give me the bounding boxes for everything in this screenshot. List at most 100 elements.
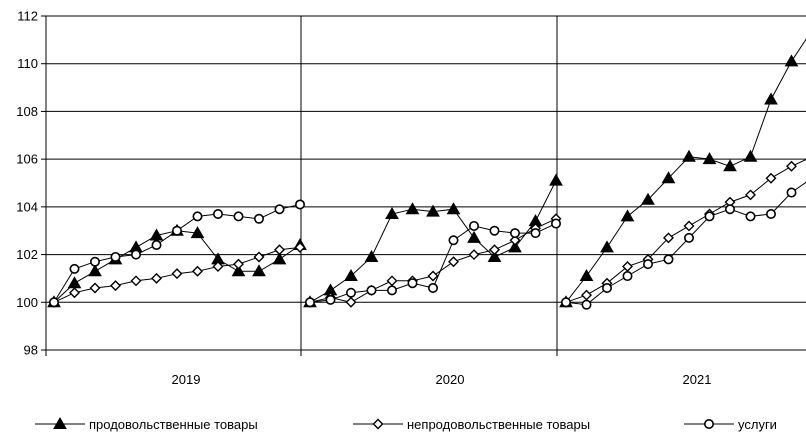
data-point-triangle [682,149,696,162]
data-point-circle [530,228,541,239]
data-point-circle [468,220,479,231]
data-point-circle [622,271,633,282]
markers-circle [48,187,797,310]
data-point-circle [172,225,183,236]
series-triangle [53,38,806,303]
data-point-circle [254,213,265,224]
data-point-diamond [192,265,203,277]
data-point-diamond [448,256,459,268]
data-point-circle [642,259,653,270]
data-point-diamond [110,280,121,292]
data-point-diamond [233,258,244,270]
data-point-triangle [508,240,522,253]
series [47,38,806,310]
data-point-circle [704,211,715,222]
data-point-circle [683,232,694,243]
data-point-triangle [764,92,778,105]
data-point-circle [110,251,121,262]
y-tick-label: 102 [16,247,38,262]
data-point-circle [274,204,285,215]
data-point-diamond [489,244,500,256]
data-point-circle [213,209,224,220]
series-line [565,38,806,303]
data-point-diamond [663,232,674,244]
data-point-diamond [345,296,357,308]
data-point-triangle [426,204,440,217]
data-point-triangle [620,209,635,222]
y-tick-label: 112 [17,9,38,24]
legend-marker-circle [703,419,714,429]
data-point-diamond [253,251,265,263]
data-point-triangle [743,149,758,162]
data-point-diamond [151,272,162,284]
data-point-circle [325,294,336,305]
legend-swatch-diamond [353,418,403,430]
series-diamond [53,159,806,303]
data-point-diamond [581,289,592,301]
y-tick-label: 106 [16,152,38,167]
y-tick-label: 108 [16,104,38,119]
data-point-circle [294,199,305,210]
legend: продовольственные товары непродовольстве… [0,414,806,436]
data-point-triangle [641,192,655,205]
legend-label-services: услуги [738,416,777,432]
legend-label-nonfood: непродовольственные товары [407,416,591,432]
data-point-triangle [549,173,563,186]
data-point-circle [192,211,203,222]
data-point-diamond [427,270,439,282]
data-point-triangle [231,264,246,277]
y-tick-label: 104 [16,199,38,214]
legend-swatch-circle [684,419,734,429]
data-point-diamond [130,275,142,287]
data-point-triangle [88,264,102,277]
y-tick-label: 100 [16,295,38,310]
data-point-circle [48,297,59,308]
axes: 98 100 102 104 106 108 110 112 2019 2020 2021 [16,9,806,387]
data-point-triangle [272,252,287,265]
data-point-triangle [149,228,164,241]
x-group-label: 2020 [436,372,465,387]
data-point-diamond [468,249,480,261]
data-point-triangle [579,269,594,282]
data-point-circle [304,297,315,308]
data-point-diamond [786,160,797,172]
data-point-diamond [69,287,80,299]
data-point-diamond [622,261,633,272]
data-point-diamond [274,244,285,256]
data-point-circle [131,249,142,260]
data-point-triangle [344,269,358,282]
y-tick-label: 110 [17,56,38,71]
x-group-label: 2019 [172,372,201,387]
data-point-circle [489,225,500,236]
data-point-circle [407,278,418,289]
grid [45,15,806,350]
data-point-triangle [67,276,82,289]
data-point-triangle [487,249,502,262]
legend-item-nonfood: непродовольственные товары [352,414,590,434]
x-group-label: 2021 [683,372,712,387]
data-point-circle [448,235,459,246]
data-point-circle [560,297,571,308]
data-point-circle [345,287,356,298]
data-point-circle [550,218,561,229]
data-point-diamond [386,275,398,287]
data-point-triangle [385,207,399,220]
data-point-circle [427,282,438,293]
legend-item-services: услуги [683,414,777,434]
data-point-circle [745,211,756,222]
data-point-triangle [252,264,266,277]
legend-marker-diamond [372,418,384,430]
data-point-circle [765,209,776,220]
data-point-triangle [190,226,205,239]
data-point-triangle [702,152,717,165]
data-point-triangle [723,159,737,172]
data-point-circle [663,254,674,265]
data-point-circle [786,187,797,198]
data-point-circle [724,204,735,215]
data-point-triangle [405,202,420,215]
data-point-triangle [467,230,481,243]
data-point-circle [151,240,162,251]
data-point-diamond [89,282,101,294]
